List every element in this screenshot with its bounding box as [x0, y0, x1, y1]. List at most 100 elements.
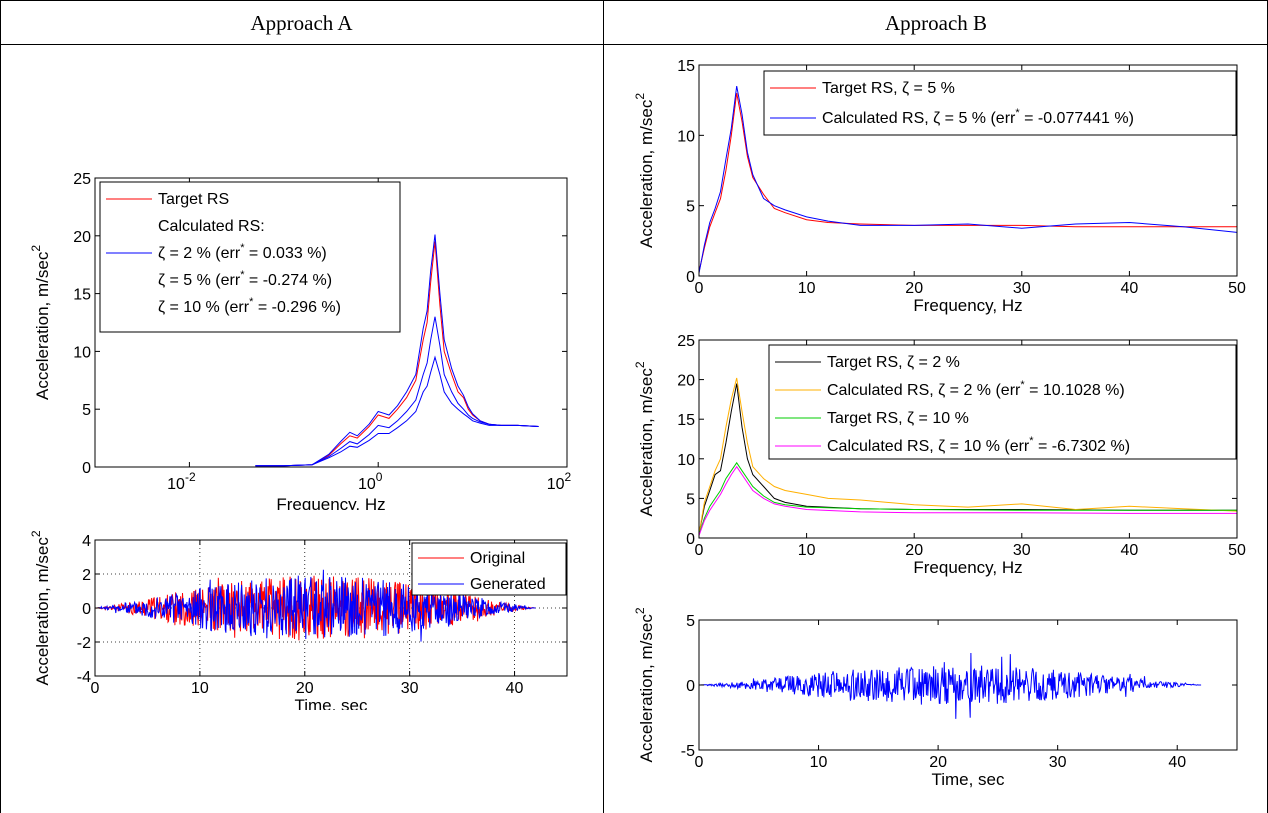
x-tick-label: 10 — [798, 542, 816, 559]
x-tick-label: 10 — [191, 680, 209, 697]
x-tick-label: 20 — [905, 542, 923, 559]
y-tick-label: 15 — [677, 58, 695, 75]
x-axis-label: Frequency, Hz — [276, 495, 385, 510]
series-line-0 — [699, 652, 1202, 719]
x-tick-label: 10 — [810, 754, 828, 771]
y-tick-label: 5 — [82, 402, 91, 419]
x-tick-label: 50 — [1228, 280, 1246, 297]
legend-entry: Target RS, ζ = 2 % — [827, 354, 960, 371]
x-tick-label: 30 — [401, 680, 419, 697]
series-line-1 — [95, 569, 536, 642]
x-axis-label: Frequency, Hz — [913, 296, 1022, 315]
legend-entry: Calculated RS, ζ = 10 % (err* = -6.7302 … — [827, 435, 1130, 455]
legend-entry: Original — [470, 550, 525, 567]
x-tick-label: 40 — [1168, 754, 1186, 771]
y-tick-label: 0 — [686, 531, 695, 548]
y-axis-label: Acceleration, m/sec2 — [633, 93, 656, 248]
x-tick-label: 20 — [929, 754, 947, 771]
series-line-2 — [699, 461, 1237, 535]
y-tick-label: 0 — [82, 601, 91, 618]
series-line-1 — [255, 234, 539, 467]
y-tick-label: 20 — [677, 373, 695, 390]
axes-box — [698, 339, 1238, 539]
y-tick-label: 0 — [686, 269, 695, 286]
x-tick-label: 20 — [296, 680, 314, 697]
x-tick-label: 0 — [695, 542, 704, 559]
legend-entry: Target RS — [158, 191, 229, 208]
chart-b-response-spectrum-5: 0 10 20 30 40 50 0 5 10 15 Frequency, Hz Accelerati… — [633, 58, 1246, 315]
x-tick-label: 10-2 — [167, 470, 196, 493]
y-axis-label: Acceleration, m/sec2 — [29, 530, 52, 685]
y-tick-label: 4 — [82, 533, 91, 550]
x-axis-label: Time, sec — [294, 696, 368, 710]
chart-b-response-spectrum-2-10: 0 10 20 30 40 50 0 5 10 15 20 25 Frequency, Hz Accele… — [633, 333, 1246, 577]
x-axis-label: Frequency, Hz — [913, 558, 1022, 577]
x-tick-label: 40 — [1121, 280, 1139, 297]
legend-entry: Target RS, ζ = 10 % — [827, 410, 969, 427]
series-line-3 — [699, 465, 1237, 536]
y-tick-label: 0 — [686, 678, 695, 695]
y-axis-label: Acceleration, m/sec2 — [633, 361, 656, 516]
legend-box — [768, 344, 1237, 460]
series-line-2 — [255, 316, 539, 467]
series-group — [95, 569, 536, 642]
legend-box — [411, 542, 567, 596]
legend-entry: ζ = 2 % (err* = 0.033 %) — [158, 242, 327, 262]
chart-a-time-history: 0 10 20 30 40 -4 -2 0 2 4 Time, sec Acceleration, m… — [29, 530, 568, 710]
y-tick-label: 25 — [73, 171, 91, 188]
y-tick-label: -4 — [77, 669, 91, 686]
x-tick-label: 0 — [695, 280, 704, 297]
y-tick-label: -5 — [681, 743, 695, 760]
legend-entry: Calculated RS, ζ = 2 % (err* = 10.1028 %… — [827, 379, 1125, 399]
x-tick-label: 102 — [547, 470, 572, 493]
axes-box — [698, 64, 1238, 277]
y-tick-label: 5 — [686, 613, 695, 630]
x-tick-label: 40 — [506, 680, 524, 697]
x-tick-label: 0 — [91, 680, 100, 697]
y-tick-label: 0 — [82, 460, 91, 477]
y-tick-label: 25 — [677, 333, 695, 350]
legend-box — [99, 181, 401, 333]
series-line-0 — [699, 93, 1237, 272]
x-tick-label: 20 — [905, 280, 923, 297]
x-tick-label: 10 — [798, 280, 816, 297]
legend-box — [763, 70, 1237, 136]
y-tick-label: 15 — [677, 412, 695, 429]
legend-entry: Generated — [470, 576, 546, 593]
y-tick-label: 2 — [82, 567, 91, 584]
x-tick-label: 0 — [695, 754, 704, 771]
series-line-3 — [255, 355, 539, 467]
series-group — [699, 86, 1237, 274]
x-tick-label: 30 — [1049, 754, 1067, 771]
legend-entry: Calculated RS, ζ = 5 % (err* = -0.077441… — [822, 107, 1134, 127]
series-group — [699, 652, 1202, 719]
x-tick-label: 50 — [1228, 542, 1246, 559]
y-tick-label: 20 — [73, 229, 91, 246]
header-approach-b: Approach B — [884, 11, 988, 35]
series-group — [699, 377, 1237, 536]
legend-entry: ζ = 5 % (err* = -0.274 %) — [158, 269, 332, 289]
x-tick-label: 100 — [358, 470, 383, 493]
y-tick-label: 10 — [677, 128, 695, 145]
series-group — [255, 234, 539, 467]
y-axis-label: Acceleration, m/sec2 — [633, 607, 656, 762]
y-tick-label: 10 — [677, 452, 695, 469]
x-tick-label: 30 — [1013, 542, 1031, 559]
x-tick-label: 40 — [1121, 542, 1139, 559]
y-tick-label: 15 — [73, 287, 91, 304]
series-line-0 — [255, 241, 539, 467]
chart-a-response-spectrum: 10-2 100 102 0 5 10 15 20 25 Frequency, Hz Acceler… — [29, 171, 572, 510]
y-tick-label: 10 — [73, 344, 91, 361]
legend-entry: ζ = 10 % (err* = -0.296 %) — [158, 296, 341, 316]
legend-entry: Target RS, ζ = 5 % — [822, 80, 955, 97]
header-approach-a: Approach A — [250, 11, 353, 35]
y-tick-label: 5 — [686, 199, 695, 216]
series-line-1 — [699, 86, 1237, 274]
legend-entry: Calculated RS: — [158, 218, 265, 235]
y-tick-label: 5 — [686, 491, 695, 508]
series-line-1 — [699, 377, 1237, 535]
x-axis-label: Time, sec — [931, 770, 1005, 789]
y-tick-label: -2 — [77, 635, 91, 652]
x-tick-label: 30 — [1013, 280, 1031, 297]
